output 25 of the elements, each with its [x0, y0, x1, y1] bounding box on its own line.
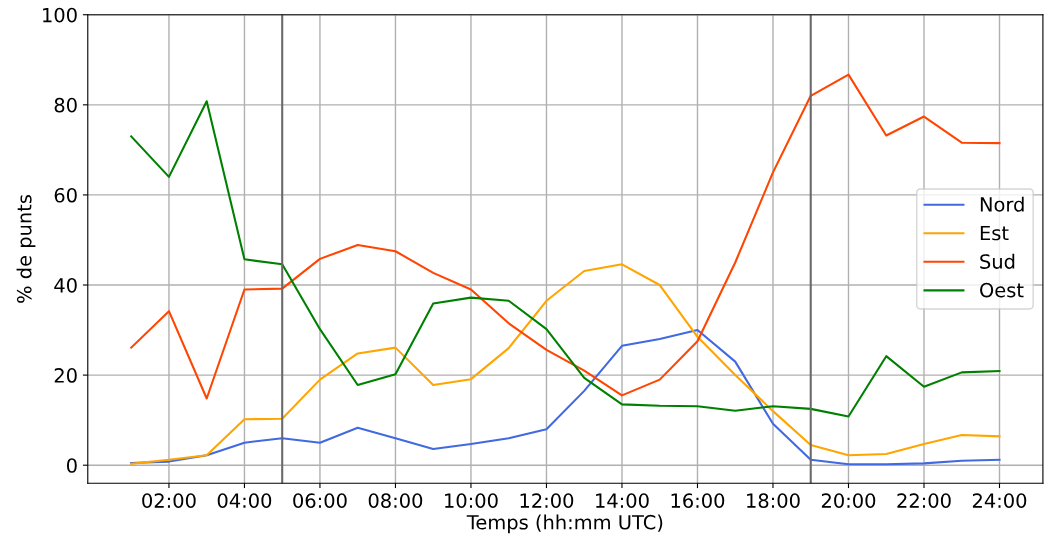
y-tick-label: 100 [43, 7, 77, 23]
x-tick-label: 16:00 [671, 493, 725, 508]
x-tick-label: 06:00 [293, 493, 347, 508]
x-tick-label: 20:00 [821, 493, 876, 508]
y-tick-label: 20 [54, 368, 77, 383]
x-tick-label: 10:00 [445, 493, 498, 508]
x-tick-label: 14:00 [596, 493, 649, 508]
x-tick-label: 02:00 [142, 493, 196, 508]
x-tick-label: 04:00 [217, 493, 272, 508]
x-tick-label: 18:00 [747, 493, 800, 508]
x-axis-title: Temps (hh:mm UTC) [466, 514, 663, 534]
legend-label: Oest [980, 282, 1024, 298]
legend-label: Est [980, 225, 1009, 241]
line-series [130, 329, 1001, 466]
y-tick-label: 40 [54, 277, 77, 293]
x-tick-label: 22:00 [897, 493, 951, 508]
legend-label: Nord [980, 196, 1024, 212]
y-tick-label: 0 [66, 458, 77, 473]
x-tick-label: 24:00 [972, 493, 1027, 508]
legend-label: Sud [980, 253, 1015, 269]
y-tick-label: 80 [54, 97, 77, 113]
y-axis-title: % de punts [16, 194, 36, 303]
x-tick-label: 12:00 [520, 493, 574, 508]
y-tick-label: 60 [54, 187, 77, 203]
x-tick-label: 08:00 [368, 493, 423, 508]
